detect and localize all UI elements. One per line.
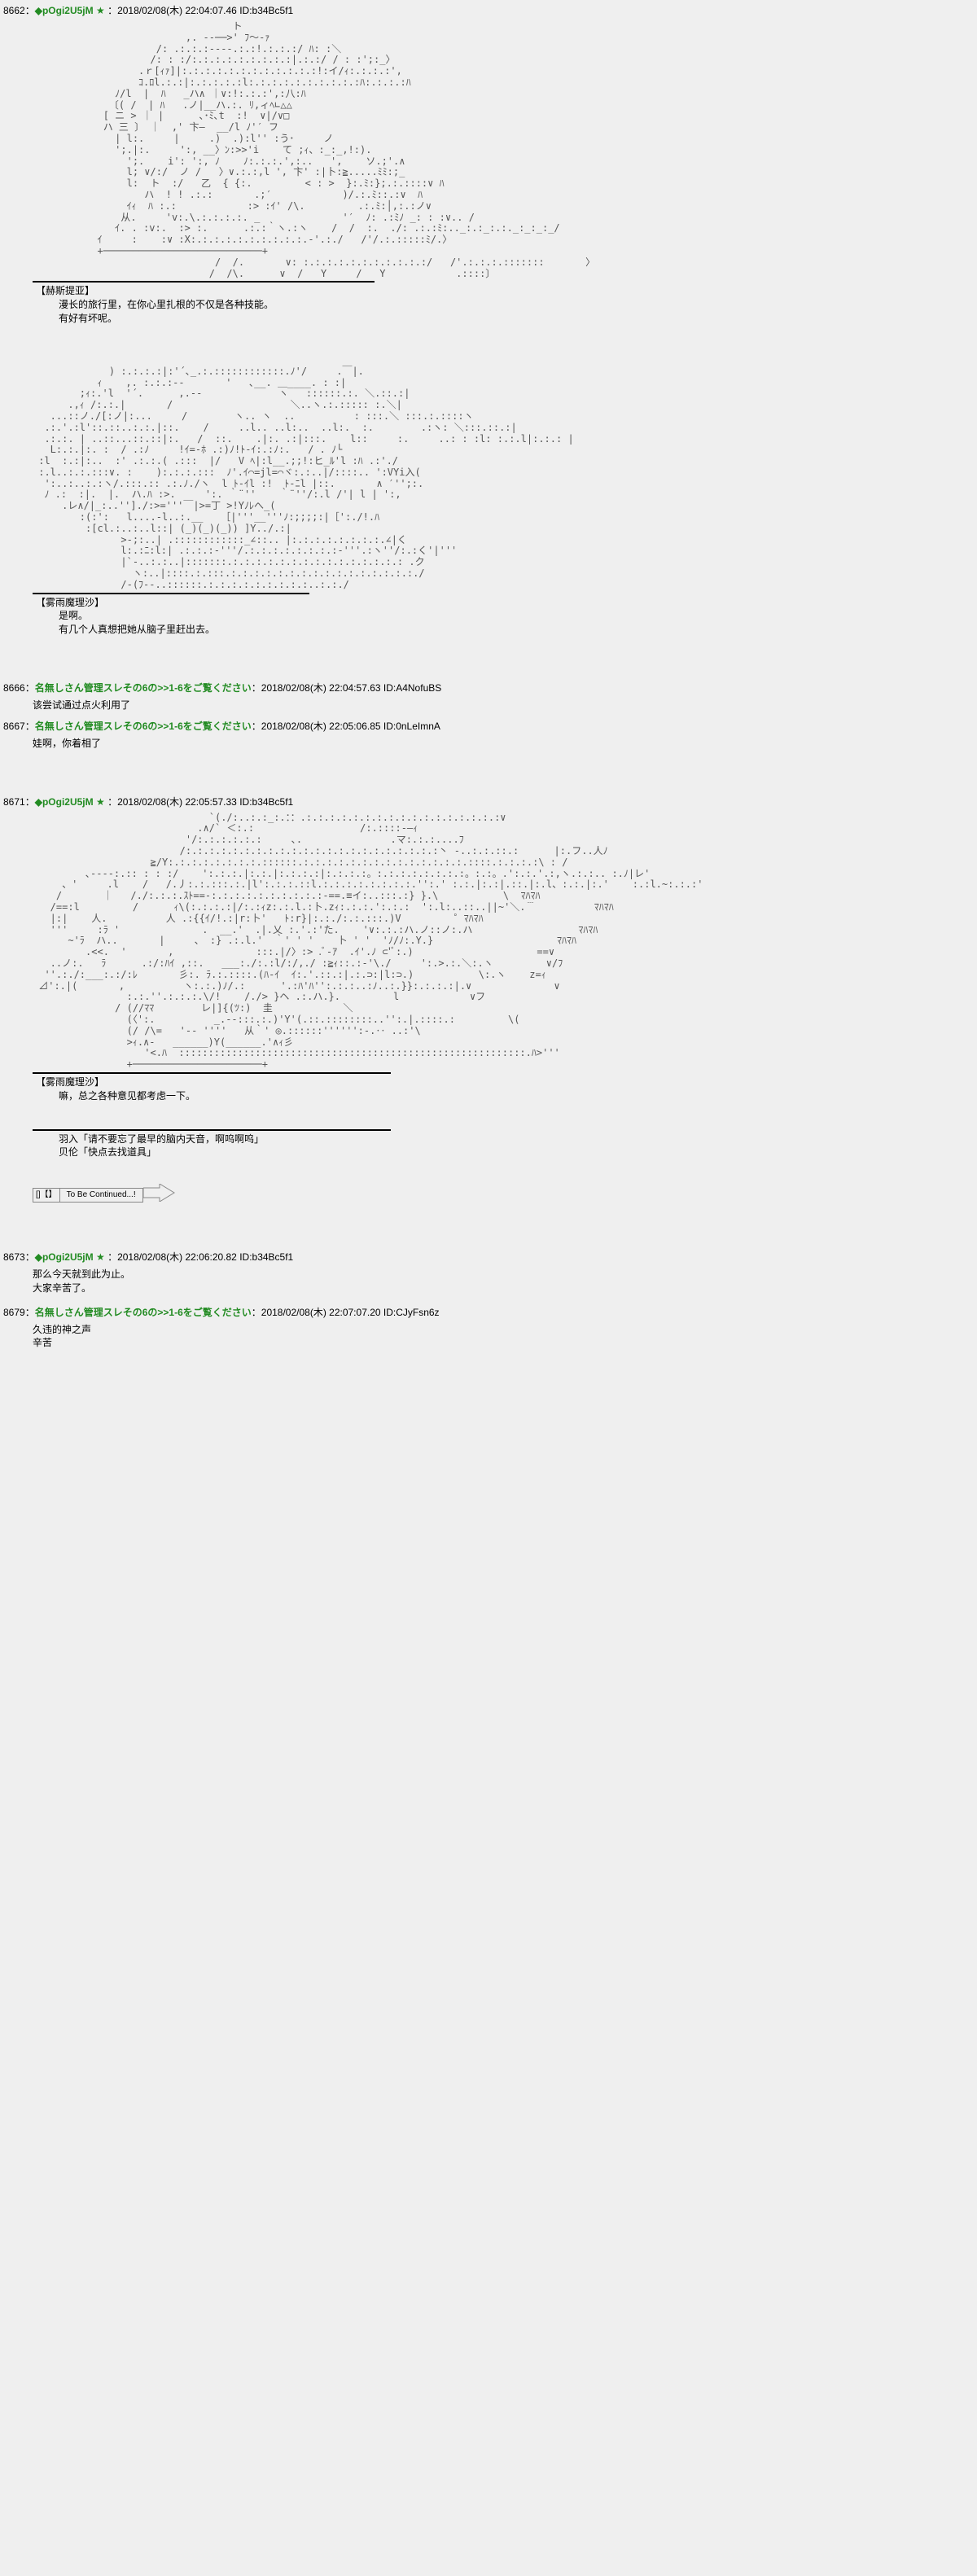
anon-name: 名無しさん管理スレその6の>>1-6をご覧ください — [35, 682, 252, 694]
post: 8679：名無しさん管理スレその6の>>1-6をご覧ください：2018/02/0… — [0, 1302, 977, 1367]
dialog-line: 嘛，总之各种意见都考虑一下。 — [36, 1089, 977, 1103]
post-meta: ：2018/02/08(木) 22:04:57.63 ID:A4NofuBS — [252, 682, 441, 694]
post-header: 8679：名無しさん管理スレその6の>>1-6をご覧ください：2018/02/0… — [0, 1305, 977, 1320]
tripcode: ◆pOgi2U5jM — [35, 1251, 94, 1263]
post-number: 8673 — [3, 1251, 25, 1263]
post-body: `(./:..:.:_:.：：.:.:.:.:.:.:.:.:.:.:.:.:.… — [0, 809, 977, 1206]
post-meta: ：2018/02/08(木) 22:07:07.20 ID:CJyFsn6z — [252, 1307, 440, 1318]
anon-name: 名無しさん管理スレその6の>>1-6をご覧ください — [35, 721, 252, 732]
body-line: 久违的神之声 — [33, 1323, 977, 1337]
to-be-continued: []【】 To Be Continued...! — [33, 1184, 977, 1206]
character-name: 【雾雨魔理沙】 — [36, 1076, 977, 1089]
dialog-line: 有几个人真想把她从脑子里赶出去。 — [36, 623, 977, 637]
post-body: 久违的神之声 辛苦 — [0, 1320, 977, 1351]
post-meta: ：2018/02/08(木) 22:05:06.85 ID:0nLeImnA — [252, 721, 440, 732]
post-header: 8667：名無しさん管理スレその6の>>1-6をご覧ください：2018/02/0… — [0, 719, 977, 734]
post-header: 8662：◆pOgi2U5jM ★ ：2018/02/08(木) 22:04:0… — [0, 3, 977, 18]
post: 8662：◆pOgi2U5jM ★ ：2018/02/08(木) 22:04:0… — [0, 0, 977, 653]
dialog-line: 有好有坏呢。 — [36, 312, 977, 326]
post-body: 娃啊，你着相了 — [0, 734, 977, 751]
post-meta: ：2018/02/08(木) 22:04:07.46 ID:b34Bc5f1 — [107, 5, 293, 16]
separator — [33, 281, 375, 283]
dialog-line: 是啊。 — [36, 609, 977, 623]
post-body: ト ,. -‐──>' ﾌ～-ｧ /: .:.:.:----.:.:!.:.:.… — [0, 18, 977, 637]
star-icon: ★ — [96, 5, 105, 16]
post: 8666：名無しさん管理スレその6の>>1-6をご覧ください：2018/02/0… — [0, 677, 977, 716]
ascii-art: `(./:..:.:_:.：：.:.:.:.:.:.:.:.:.:.:.:.:.… — [33, 813, 977, 1071]
character-name: 【赫斯提亚】 — [36, 284, 977, 298]
tbc-label: To Be Continued...! — [60, 1188, 143, 1203]
dialog-line: 贝伦「快点去找道具」 — [36, 1146, 977, 1159]
separator — [33, 593, 309, 594]
post-number: 8662 — [3, 5, 25, 16]
post-number: 8667 — [3, 721, 25, 732]
post-number: 8671 — [3, 796, 25, 808]
post: 8667：名無しさん管理スレその6の>>1-6をご覧ください：2018/02/0… — [0, 716, 977, 767]
tripcode: ◆pOgi2U5jM — [35, 796, 94, 808]
post-meta: ：2018/02/08(木) 22:05:57.33 ID:b34Bc5f1 — [107, 796, 293, 808]
anon-name: 名無しさん管理スレその6の>>1-6をご覧ください — [35, 1307, 252, 1318]
post-body: 那么今天就到此为止。 大家辛苦了。 — [0, 1264, 977, 1295]
post-header: 8666：名無しさん管理スレその6の>>1-6をご覧ください：2018/02/0… — [0, 681, 977, 695]
post: 8671：◆pOgi2U5jM ★ ：2018/02/08(木) 22:05:5… — [0, 791, 977, 1222]
post-header: 8671：◆pOgi2U5jM ★ ：2018/02/08(木) 22:05:5… — [0, 795, 977, 809]
character-name: 【雾雨魔理沙】 — [36, 596, 977, 610]
dialog-line: 漫长的旅行里，在你心里扎根的不仅是各种技能。 — [36, 298, 977, 312]
body-line: 辛苦 — [33, 1336, 977, 1350]
post-number: 8679 — [3, 1307, 25, 1318]
body-line: 那么今天就到此为止。 — [33, 1268, 977, 1281]
ascii-art: ) :.:.:.:|:'´､_.:.::::::::::::.ﾉ'/ .￣|. … — [33, 366, 977, 591]
star-icon: ★ — [96, 796, 105, 808]
post-meta: ：2018/02/08(木) 22:06:20.82 ID:b34Bc5f1 — [107, 1251, 293, 1263]
post: 8673：◆pOgi2U5jM ★ ：2018/02/08(木) 22:06:2… — [0, 1246, 977, 1302]
ascii-art: ト ,. -‐──>' ﾌ～-ｧ /: .:.:.:----.:.:!.:.:.… — [33, 21, 977, 279]
dialog-line: 羽入「请不要忘了最早的脑内天音，啊呜啊呜」 — [36, 1132, 977, 1146]
separator — [33, 1129, 391, 1131]
arrow-icon — [143, 1184, 176, 1206]
separator — [33, 1072, 391, 1074]
star-icon: ★ — [96, 1251, 105, 1263]
post-header: 8673：◆pOgi2U5jM ★ ：2018/02/08(木) 22:06:2… — [0, 1250, 977, 1264]
post-number: 8666 — [3, 682, 25, 694]
post-body: 该尝试通过点火利用了 — [0, 695, 977, 712]
body-line: 大家辛苦了。 — [33, 1281, 977, 1295]
tripcode: ◆pOgi2U5jM — [35, 5, 94, 16]
